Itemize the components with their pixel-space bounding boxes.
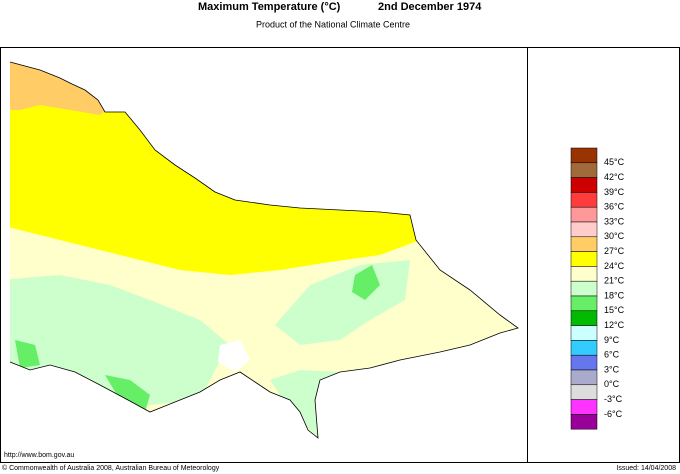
legend-swatch (570, 147, 598, 164)
legend-label: -3°C (604, 394, 623, 404)
legend-label: 9°C (604, 335, 620, 345)
region-21-gippsland (270, 370, 340, 438)
legend-label: 21°C (604, 276, 625, 286)
legend-swatch (570, 192, 598, 208)
legend-swatch (570, 354, 598, 371)
legend-swatch (570, 236, 598, 252)
legend-label: 24°C (604, 261, 625, 271)
title: Maximum Temperature (°C) (198, 1, 341, 13)
legend-label: 30°C (604, 231, 625, 241)
legend-label: 6°C (604, 350, 620, 360)
legend-swatch (570, 206, 598, 223)
legend-label: 3°C (604, 364, 620, 374)
legend-label: 0°C (604, 379, 620, 389)
legend-label: 39°C (604, 187, 625, 197)
copyright: © Commonwealth of Australia 2008, Austra… (2, 464, 220, 472)
legend-swatch (570, 310, 598, 326)
source-url: http://www.bom.gov.au (4, 452, 74, 459)
legend-label: 42°C (604, 172, 625, 182)
temperature-regions (10, 62, 518, 438)
region-18-alps (352, 265, 380, 300)
legend-swatch (570, 340, 598, 356)
legend-label: 33°C (604, 216, 625, 226)
legend-label: 36°C (604, 202, 625, 212)
legend-swatch (570, 369, 598, 386)
legend-swatch (570, 280, 598, 297)
legend: 45°C 42°C 39°C 36°C 33°C 30°C 27°C 24°C 21°C 18°C… (570, 147, 625, 430)
legend-swatch (570, 221, 598, 238)
legend-swatch (570, 399, 598, 415)
legend-label: 15°C (604, 305, 625, 315)
legend-label: 27°C (604, 246, 625, 256)
region-30 (10, 62, 120, 115)
subtitle: Product of the National Climate Centre (256, 19, 410, 29)
region-18-portland (15, 340, 40, 368)
legend-swatch (570, 295, 598, 312)
legend-swatch (570, 177, 598, 193)
region-18-otways (105, 375, 150, 412)
legend-label: 18°C (604, 290, 625, 300)
port-phillip-bay (218, 340, 250, 372)
legend-label: 12°C (604, 320, 625, 330)
legend-swatch (570, 384, 598, 400)
legend-swatch (570, 266, 598, 282)
state-outline (9, 61, 519, 439)
legend-label: -6°C (604, 409, 623, 419)
date: 2nd December 1974 (378, 1, 482, 13)
issued-date: Issued: 14/04/2008 (616, 465, 676, 472)
legend-label: 45°C (604, 157, 625, 167)
legend-swatch (570, 325, 598, 341)
legend-swatch (570, 414, 598, 430)
legend-swatch (570, 162, 598, 178)
legend-swatch (570, 251, 598, 267)
